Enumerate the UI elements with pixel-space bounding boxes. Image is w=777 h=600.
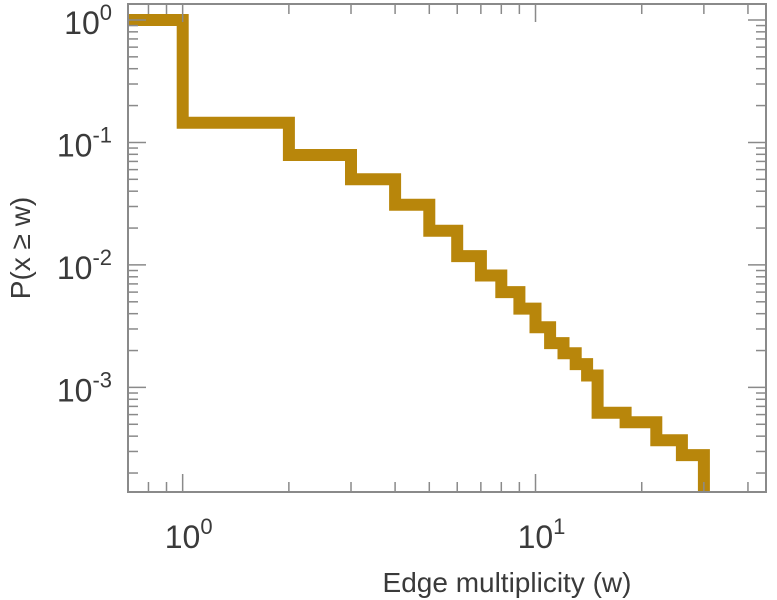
- x-tick-label: 101: [518, 514, 566, 555]
- plot-frame: [127, 3, 767, 493]
- y-axis-label: P(x ≥ w): [5, 197, 36, 299]
- ticks-layer: 100 101 100 10-1 10-2 10-3: [57, 0, 766, 555]
- series-layer: [128, 14, 710, 492]
- y-tick-label: 100: [64, 0, 112, 41]
- x-tick-label: 100: [165, 514, 213, 555]
- y-tick-label: 10-3: [57, 367, 112, 408]
- x-axis-label: Edge multiplicity (w): [383, 567, 632, 598]
- y-tick-label: 10-2: [57, 245, 112, 286]
- y-tick-label: 10-1: [57, 122, 112, 163]
- ccdf-step-line-0: [128, 14, 710, 492]
